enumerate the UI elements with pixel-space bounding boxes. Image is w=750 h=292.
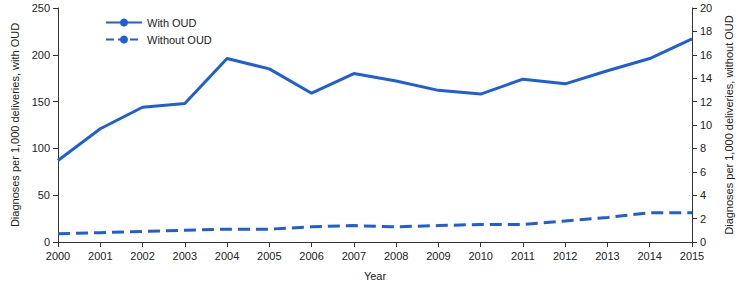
svg-text:2003: 2003	[173, 250, 197, 262]
svg-text:Diagnoses per 1,000 deliveries: Diagnoses per 1,000 deliveries, without …	[723, 15, 735, 235]
svg-text:2008: 2008	[384, 250, 408, 262]
svg-text:2006: 2006	[299, 250, 323, 262]
svg-text:2011: 2011	[511, 250, 535, 262]
svg-text:0: 0	[44, 236, 50, 248]
svg-text:18: 18	[700, 25, 712, 37]
svg-text:Year: Year	[364, 270, 387, 282]
svg-text:20: 20	[700, 2, 712, 14]
svg-text:100: 100	[32, 142, 50, 154]
svg-text:16: 16	[700, 49, 712, 61]
svg-text:2004: 2004	[215, 250, 239, 262]
svg-text:200: 200	[32, 49, 50, 61]
svg-text:2014: 2014	[637, 250, 661, 262]
svg-text:10: 10	[700, 119, 712, 131]
svg-text:4: 4	[700, 189, 706, 201]
svg-text:50: 50	[38, 189, 50, 201]
svg-text:2001: 2001	[88, 250, 112, 262]
svg-text:2015: 2015	[680, 250, 704, 262]
svg-text:12: 12	[700, 96, 712, 108]
svg-text:250: 250	[32, 2, 50, 14]
svg-text:2000: 2000	[46, 250, 70, 262]
svg-text:2012: 2012	[553, 250, 577, 262]
svg-text:150: 150	[32, 96, 50, 108]
svg-text:8: 8	[700, 142, 706, 154]
svg-text:Diagnoses per 1,000 deliveries: Diagnoses per 1,000 deliveries, with OUD	[9, 23, 21, 227]
svg-text:2002: 2002	[130, 250, 154, 262]
svg-text:2007: 2007	[342, 250, 366, 262]
svg-text:2010: 2010	[468, 250, 492, 262]
svg-text:Without OUD: Without OUD	[147, 34, 212, 46]
svg-text:0: 0	[700, 236, 706, 248]
svg-text:2009: 2009	[426, 250, 450, 262]
svg-text:2005: 2005	[257, 250, 281, 262]
svg-text:2013: 2013	[595, 250, 619, 262]
svg-text:With OUD: With OUD	[147, 17, 197, 29]
svg-text:14: 14	[700, 72, 712, 84]
svg-text:2: 2	[700, 213, 706, 225]
svg-text:6: 6	[700, 166, 706, 178]
